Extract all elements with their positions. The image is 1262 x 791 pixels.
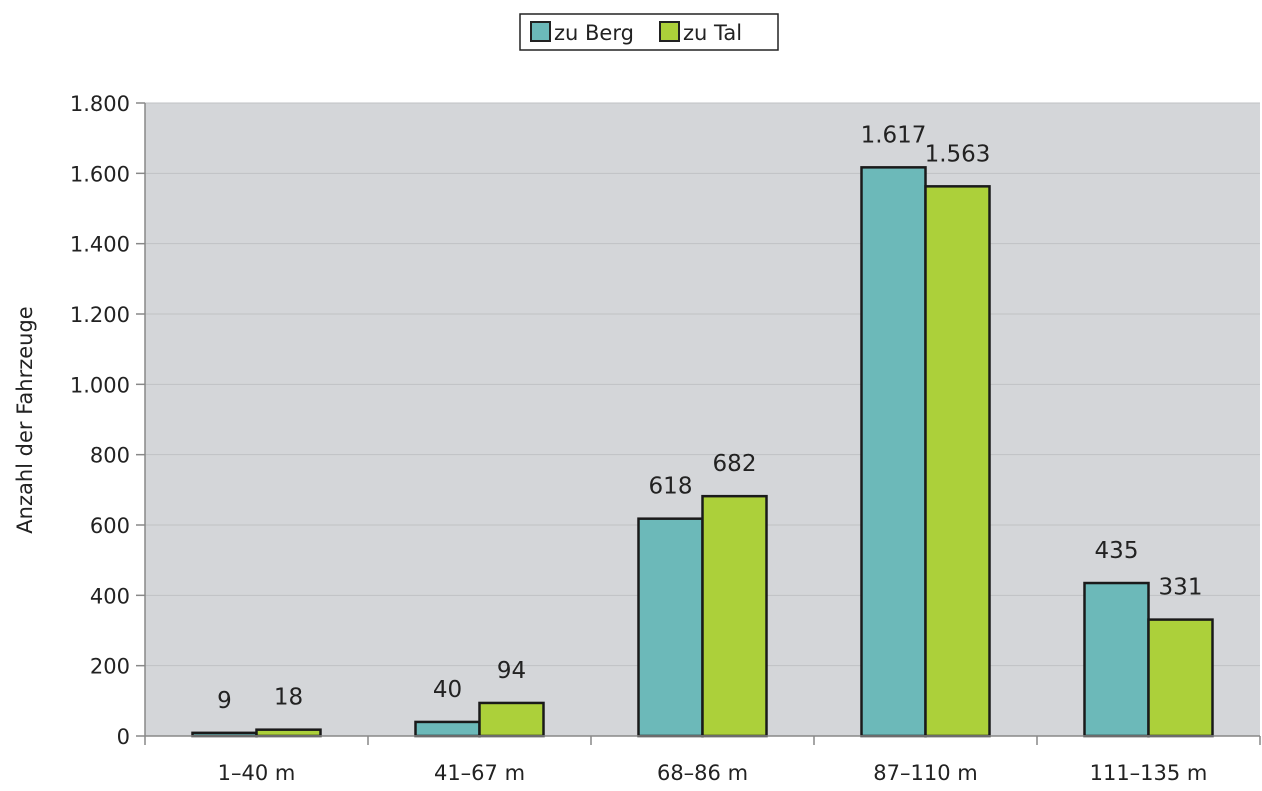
x-tick-label: 111–135 m bbox=[1090, 761, 1208, 785]
legend-label-zu-berg: zu Berg bbox=[554, 21, 634, 45]
bar-zu-tal bbox=[255, 728, 322, 738]
legend: zu Berg zu Tal bbox=[519, 13, 779, 51]
data-label: 331 bbox=[1159, 575, 1203, 601]
x-tick-label: 41–67 m bbox=[434, 761, 525, 785]
data-label: 18 bbox=[274, 685, 303, 711]
data-label: 9 bbox=[217, 688, 232, 714]
data-label: 1.617 bbox=[861, 122, 927, 148]
bar-zu-tal bbox=[924, 185, 991, 738]
y-tick-label: 1.200 bbox=[70, 303, 130, 327]
data-label: 682 bbox=[713, 451, 757, 477]
bar-zu-tal bbox=[478, 701, 545, 738]
x-tick-label: 1–40 m bbox=[218, 761, 296, 785]
bar-zu-berg bbox=[860, 166, 927, 738]
data-label: 618 bbox=[649, 474, 693, 500]
y-tick-label: 200 bbox=[90, 655, 130, 679]
bar-zu-tal bbox=[1147, 618, 1214, 738]
x-tick-label: 87–110 m bbox=[873, 761, 977, 785]
legend-swatch-zu-tal bbox=[659, 21, 680, 42]
y-axis-title: Anzahl der Fahrzeuge bbox=[13, 306, 37, 533]
legend-swatch-zu-berg bbox=[530, 21, 551, 42]
y-axis-ticks: 0 200 400 600 800 1.000 1.200 1.400 1.600 1.800 bbox=[70, 92, 145, 749]
data-label: 40 bbox=[433, 677, 462, 703]
data-label: 1.563 bbox=[925, 141, 991, 167]
y-tick-label: 600 bbox=[90, 514, 130, 538]
y-tick-label: 1.400 bbox=[70, 233, 130, 257]
x-tick-label: 68–86 m bbox=[657, 761, 748, 785]
legend-label-zu-tal: zu Tal bbox=[683, 21, 742, 45]
bar-zu-berg bbox=[1083, 581, 1150, 738]
y-tick-label: 1.800 bbox=[70, 92, 130, 116]
bar-zu-tal bbox=[701, 494, 768, 738]
bar-zu-berg bbox=[637, 517, 704, 738]
y-tick-label: 400 bbox=[90, 584, 130, 608]
y-tick-label: 1.600 bbox=[70, 162, 130, 186]
bars bbox=[191, 166, 1214, 738]
legend-box bbox=[519, 13, 779, 51]
x-axis-ticks: 1–40 m 41–67 m 68–86 m 87–110 m 111–135 m bbox=[144, 736, 1261, 785]
data-label: 435 bbox=[1095, 538, 1139, 564]
y-tick-label: 0 bbox=[117, 725, 130, 749]
y-tick-label: 800 bbox=[90, 444, 130, 468]
bar-zu-berg bbox=[414, 720, 481, 738]
y-tick-label: 1.000 bbox=[70, 373, 130, 397]
data-label: 94 bbox=[497, 658, 526, 684]
